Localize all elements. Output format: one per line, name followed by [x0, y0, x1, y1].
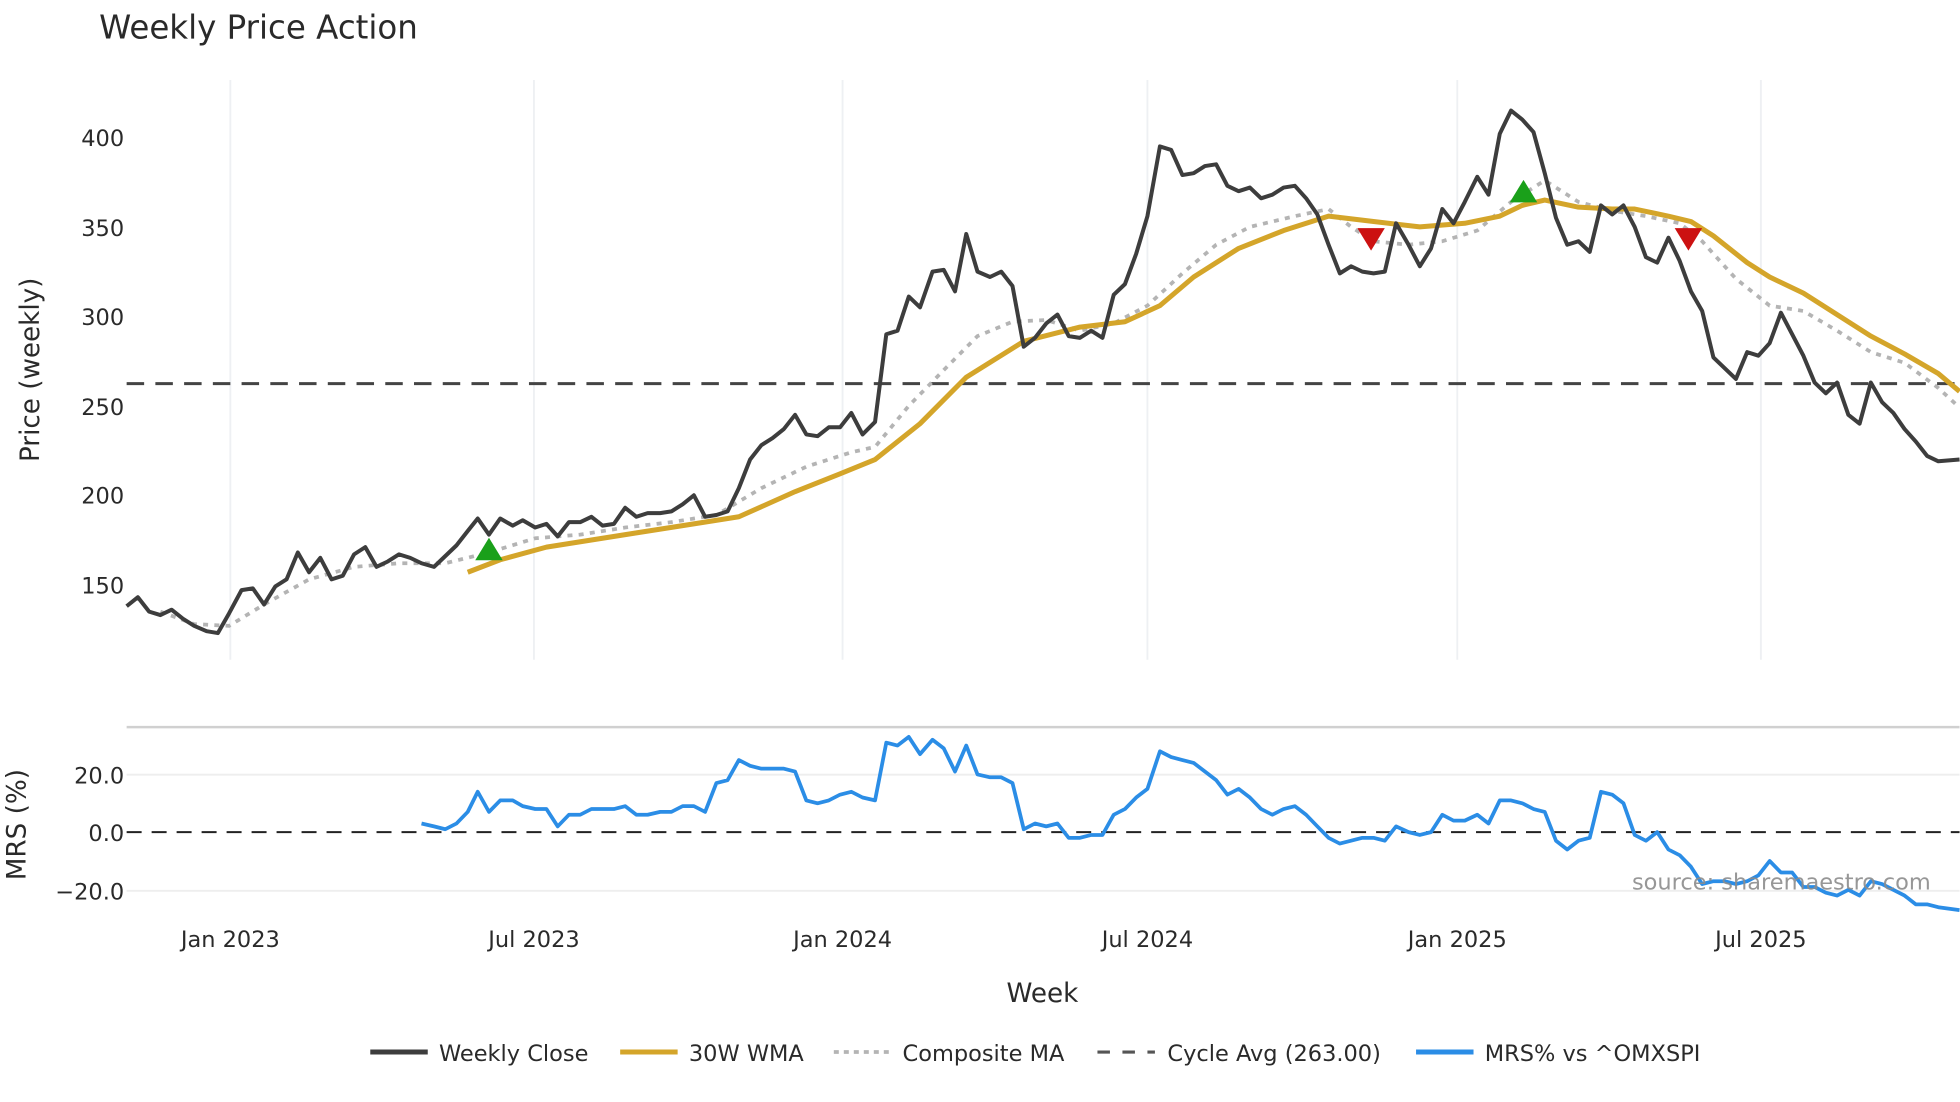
- price-tick: 400: [81, 126, 124, 152]
- mrs-tick: 0.0: [88, 821, 124, 847]
- price-tick: 150: [81, 573, 124, 599]
- x-tick: Jan 2025: [1406, 927, 1507, 953]
- buy-signal-triangle-up-icon: [475, 537, 503, 561]
- vertical-gridlines: [229, 79, 1762, 660]
- x-tick: Jan 2023: [179, 927, 280, 953]
- signal-markers: [475, 179, 1703, 561]
- 30w-wma-line: [466, 197, 1960, 575]
- legend-label[interactable]: Weekly Close: [439, 1041, 588, 1067]
- mrs-y-axis: 20.0 0.0 −20.0: [55, 763, 124, 905]
- mrs-y-label: MRS (%): [2, 769, 32, 880]
- buy-signal-triangle-up-icon: [1509, 179, 1538, 203]
- legend-label[interactable]: 30W WMA: [689, 1041, 805, 1067]
- x-tick: Jan 2024: [791, 927, 892, 953]
- price-tick: 300: [81, 305, 124, 331]
- legend: Weekly Close 30W WMA Composite MA Cycle …: [370, 1041, 1700, 1067]
- legend-label[interactable]: MRS% vs ^OMXSPI: [1485, 1041, 1701, 1067]
- source-annotation: source: sharemaestro.com: [1632, 870, 1931, 896]
- x-axis: Jan 2023 Jul 2023 Jan 2024 Jul 2024 Jan …: [179, 927, 1807, 953]
- legend-label[interactable]: Composite MA: [903, 1041, 1065, 1067]
- price-tick: 350: [81, 216, 124, 242]
- price-series: [125, 108, 1960, 636]
- price-y-label: Price (weekly): [16, 278, 46, 462]
- price-tick: 200: [81, 484, 124, 510]
- mrs-tick: 20.0: [74, 763, 124, 789]
- legend-label[interactable]: Cycle Avg (263.00): [1167, 1041, 1380, 1067]
- sell-signal-triangle-down-icon: [1674, 228, 1703, 251]
- x-tick: Jul 2024: [1100, 927, 1193, 953]
- weekly-close-line: [125, 108, 1960, 636]
- mrs-series: [421, 735, 1960, 912]
- mrs-tick: −20.0: [55, 880, 124, 906]
- price-tick: 250: [81, 395, 124, 421]
- price-y-axis: 400 350 300 250 200 150: [81, 126, 124, 599]
- sell-signal-triangle-down-icon: [1357, 228, 1385, 251]
- mrs-line: [421, 735, 1960, 912]
- x-axis-label: Week: [1007, 979, 1080, 1009]
- chart-title: Weekly Price Action: [99, 9, 418, 47]
- x-tick: Jul 2023: [486, 927, 579, 953]
- x-tick: Jul 2025: [1713, 927, 1806, 953]
